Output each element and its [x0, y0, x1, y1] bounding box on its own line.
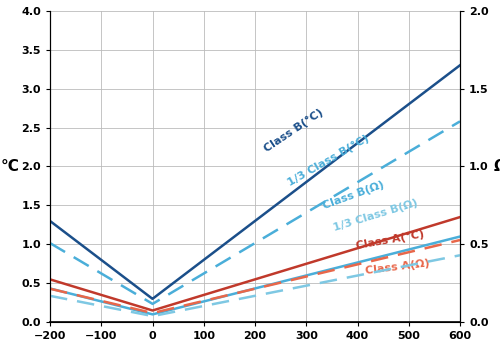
Text: Class A(Ω): Class A(Ω)	[365, 258, 430, 276]
Y-axis label: °C: °C	[0, 159, 20, 174]
Text: 1/3 Class B(°C): 1/3 Class B(°C)	[286, 133, 370, 188]
Text: 1/3 Class B(Ω): 1/3 Class B(Ω)	[332, 198, 419, 233]
Text: Class B(Ω): Class B(Ω)	[322, 179, 386, 211]
Text: Class A(°C): Class A(°C)	[355, 229, 425, 251]
Text: Class B(°C): Class B(°C)	[262, 108, 326, 154]
Y-axis label: Ω: Ω	[494, 159, 500, 174]
